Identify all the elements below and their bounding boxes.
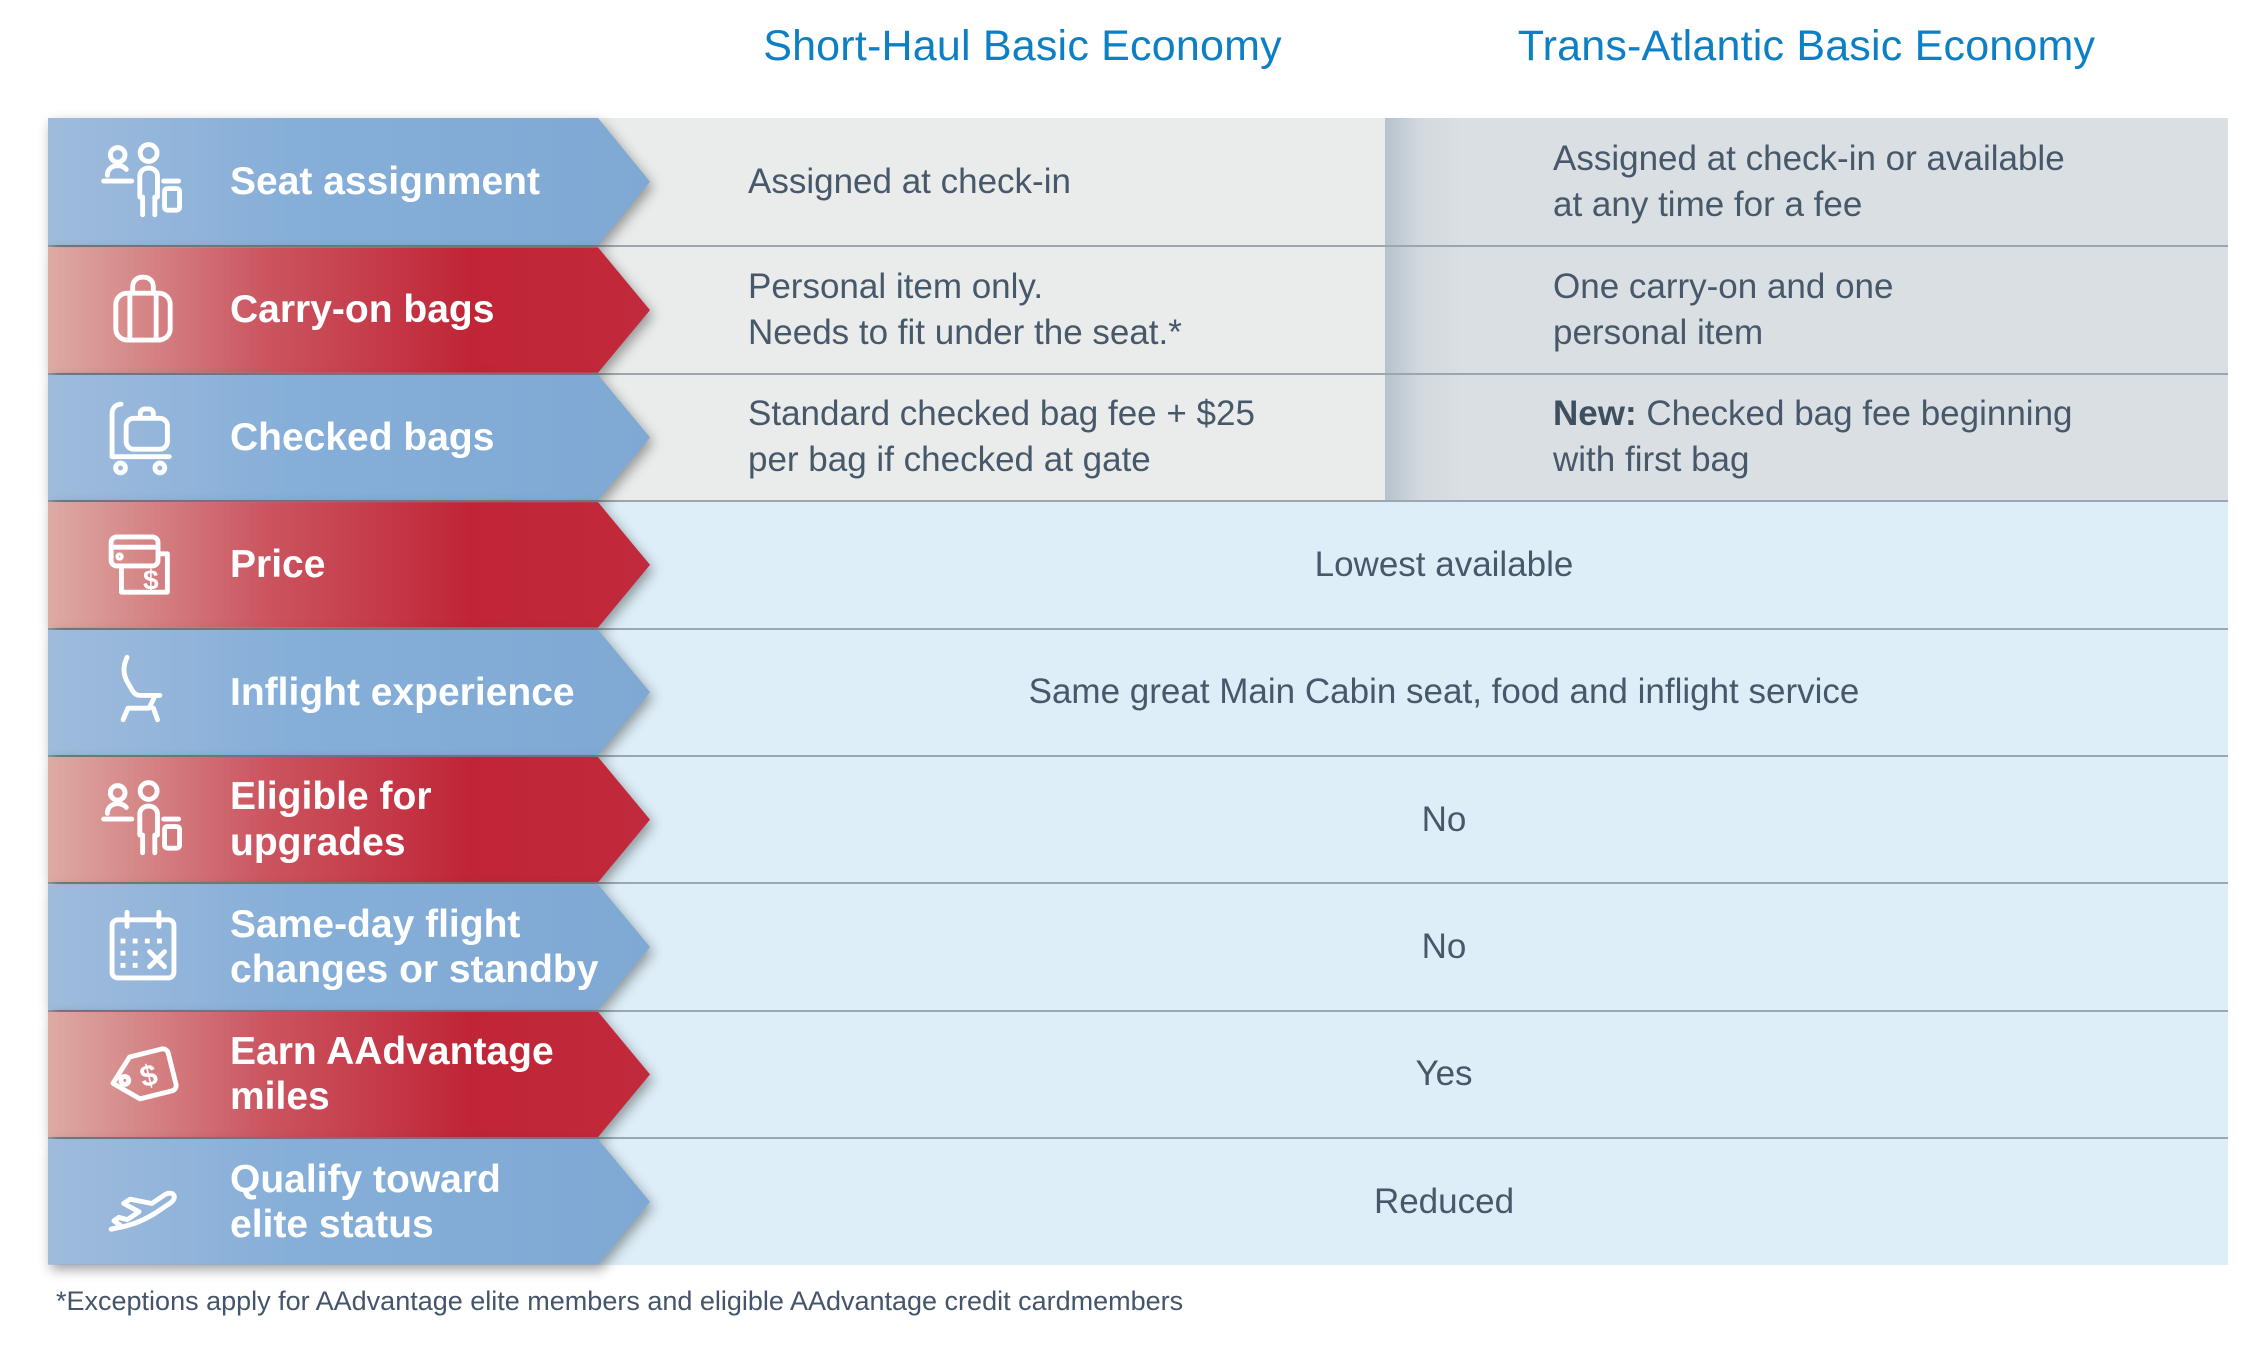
row-label-zone: Eligible for upgrades (48, 756, 660, 883)
calendar-x-icon (98, 902, 188, 992)
table-row-carry-on-bags: Carry-on bags Personal item only. Needs … (48, 245, 2228, 373)
table-row-inflight-experience: Inflight experience Same great Main Cabi… (48, 627, 2228, 755)
cell-both-columns: Yes (1415, 1054, 1473, 1094)
row-label: Price (230, 543, 326, 587)
cell-both-columns: No (1421, 799, 1467, 839)
row-label: Qualify toward elite status (230, 1157, 501, 1246)
cell-short-haul: Standard checked bag fee + $25 per bag i… (748, 394, 1255, 480)
inflight-seat-icon (98, 647, 188, 737)
checked-bags-cart-icon (98, 392, 188, 482)
table-row-price: $ Price Lowest available (48, 500, 2228, 628)
row-label: Eligible for upgrades (230, 775, 432, 864)
seat-assignment-icon (98, 137, 188, 227)
row-label: Carry-on bags (230, 288, 495, 332)
table-row-earn-miles: $ Earn AAdvantage miles Yes (48, 1009, 2228, 1138)
table-row-eligible-for-upgrades: Eligible for upgrades No (48, 754, 2228, 883)
row-label: Checked bags (230, 415, 495, 459)
miles-tag-icon: $ (98, 1029, 188, 1119)
airplane-takeoff-icon (98, 1157, 188, 1247)
table-row-elite-status: Qualify toward elite status Reduced (48, 1137, 2228, 1265)
table-row-same-day-changes: Same-day flight changes or standby No (48, 882, 2228, 1010)
svg-text:$: $ (143, 564, 159, 595)
carry-on-bag-icon (98, 265, 188, 355)
row-label-zone: Inflight experience (48, 629, 660, 755)
row-label-zone: Qualify toward elite status (48, 1139, 660, 1265)
row-label-zone: Checked bags (48, 374, 660, 501)
cell-short-haul: Assigned at check-in (748, 161, 1071, 201)
column-header-trans-atlantic: Trans-Atlantic Basic Economy (1517, 22, 2096, 70)
cell-trans-atlantic: New: Checked bag fee beginning with firs… (1385, 374, 2228, 501)
cell-trans-atlantic: One carry-on and one personal item (1385, 247, 2228, 373)
row-label-zone: Carry-on bags (48, 247, 660, 373)
row-label: Earn AAdvantage miles (230, 1030, 554, 1119)
row-label: Seat assignment (230, 160, 540, 204)
row-label-zone: Seat assignment (48, 118, 660, 246)
row-label-zone: $ Earn AAdvantage miles (48, 1011, 660, 1138)
upgrades-people-icon (98, 775, 188, 865)
cell-both-columns: No (1421, 926, 1467, 966)
comparison-table: Seat assignment Assigned at check-in Ass… (48, 118, 2228, 1265)
footnote: *Exceptions apply for AAdvantage elite m… (56, 1286, 1184, 1316)
svg-text:$: $ (137, 1059, 161, 1095)
row-label: Inflight experience (230, 670, 575, 714)
cell-both-columns: Same great Main Cabin seat, food and inf… (1028, 672, 1860, 712)
cell-both-columns: Lowest available (1314, 544, 1574, 584)
row-label-zone: Same-day flight changes or standby (48, 884, 660, 1010)
table-row-checked-bags: Checked bags Standard checked bag fee + … (48, 372, 2228, 501)
table-row-seat-assignment: Seat assignment Assigned at check-in Ass… (48, 118, 2228, 246)
cell-short-haul: Personal item only. Needs to fit under t… (748, 266, 1182, 353)
price-icon: $ (98, 520, 188, 610)
row-label-zone: $ Price (48, 502, 660, 628)
row-label: Same-day flight changes or standby (230, 902, 599, 992)
cell-trans-atlantic: Assigned at check-in or available at any… (1385, 118, 2228, 246)
column-header-short-haul: Short-Haul Basic Economy (763, 22, 1282, 70)
cell-both-columns: Reduced (1373, 1181, 1515, 1221)
